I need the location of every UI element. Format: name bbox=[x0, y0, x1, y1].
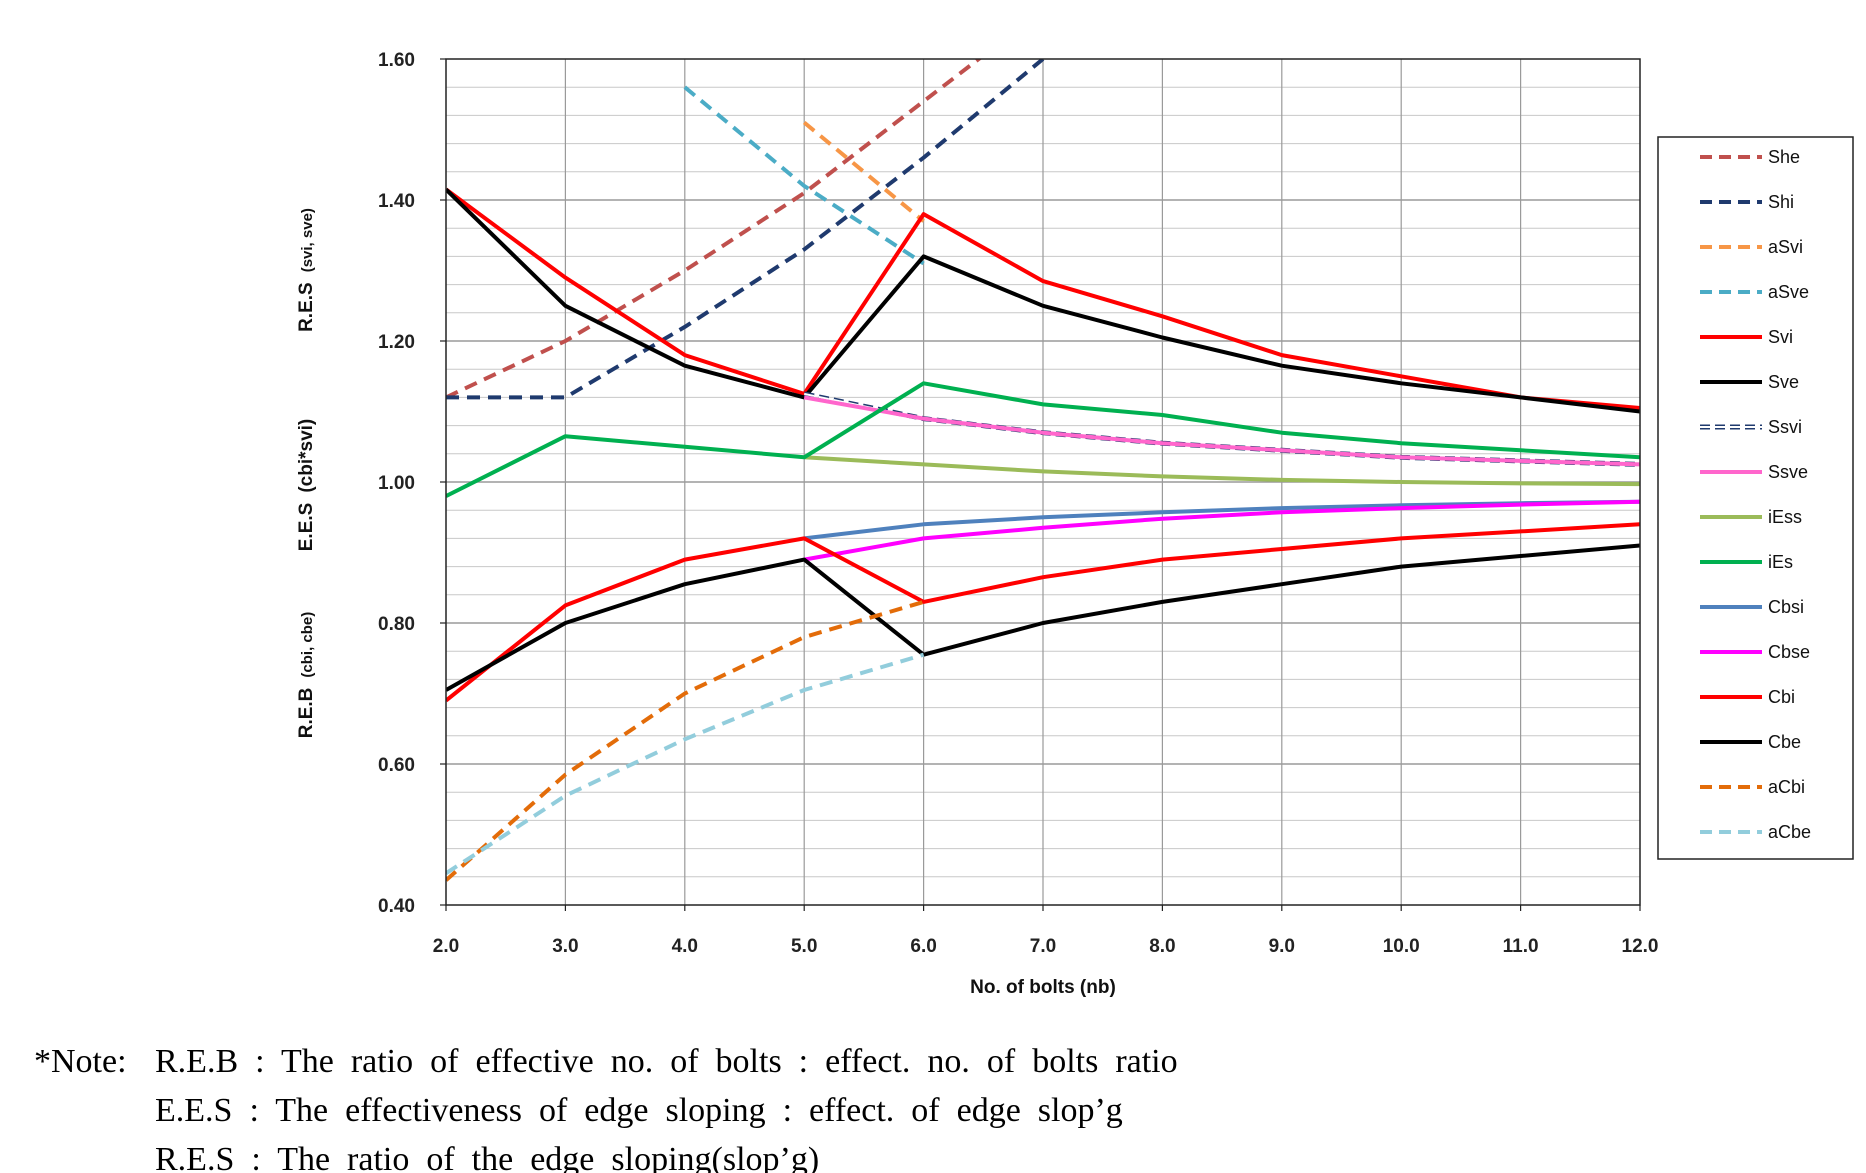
x-axis-ticks: 2.0 3.0 4.0 5.0 6.0 7.0 8.0 9.0 10.0 11.0 12.0 bbox=[433, 905, 1659, 957]
y-axis-title-reb-sub: (cbi, cbe) bbox=[299, 612, 316, 678]
note-line-ees: E.E.S : The effectiveness of edge slopin… bbox=[155, 1092, 1123, 1129]
legend-item-cbsi: Cbsi bbox=[1700, 597, 1804, 617]
svg-text:R.E.B(cbi, cbe): R.E.B (cbi, cbe) bbox=[296, 612, 317, 739]
x-tick-label: 3.0 bbox=[552, 936, 578, 957]
x-tick-label: 7.0 bbox=[1030, 936, 1056, 957]
legend-label: Cbe bbox=[1768, 732, 1801, 752]
series-line-she bbox=[446, 59, 983, 400]
legend-label: Cbi bbox=[1768, 687, 1795, 707]
legend-label: aCbe bbox=[1768, 822, 1811, 842]
x-tick-label: 8.0 bbox=[1149, 936, 1175, 957]
legend-label: Shi bbox=[1768, 192, 1794, 212]
y-axis-title-res-main: R.E.S bbox=[296, 282, 317, 332]
x-tick-label: 11.0 bbox=[1503, 936, 1539, 957]
y-tick-label: 1.60 bbox=[378, 50, 415, 71]
legend-item-asvi: aSvi bbox=[1700, 237, 1803, 257]
series-line-shi bbox=[446, 59, 1045, 400]
legend-item-asve: aSve bbox=[1700, 282, 1809, 302]
legend: She Shi aSvi aSve Svi Sve Ssvi Ssve iEss iEs Cbsi C… bbox=[1700, 147, 1811, 842]
legend-item-ies: iEs bbox=[1700, 552, 1793, 572]
legend-label: Cbse bbox=[1768, 642, 1810, 662]
plot-grid bbox=[446, 59, 1640, 905]
series-line-asvi bbox=[802, 120, 925, 223]
y-axis-title-reb: R.E.B (cbi, cbe) bbox=[296, 612, 317, 739]
series-line-cbse bbox=[803, 499, 1640, 562]
y-axis-title-ees-sub: (cbi*svi) bbox=[296, 419, 317, 493]
x-tick-label: 9.0 bbox=[1269, 936, 1295, 957]
legend-item-cbe: Cbe bbox=[1700, 732, 1801, 752]
legend-item-she: She bbox=[1700, 147, 1800, 167]
series-line-sve bbox=[446, 187, 1640, 414]
legend-item-ssvi: Ssvi bbox=[1700, 417, 1802, 437]
y-tick-label: 1.40 bbox=[378, 191, 415, 212]
note-line-reb: R.E.B : The ratio of effective no. of bo… bbox=[155, 1043, 1178, 1080]
x-tick-label: 10.0 bbox=[1383, 936, 1420, 957]
y-tick-label: 1.00 bbox=[378, 473, 415, 494]
legend-item-ssve: Ssve bbox=[1700, 462, 1808, 482]
x-tick-label: 6.0 bbox=[910, 936, 936, 957]
x-tick-label: 4.0 bbox=[672, 936, 698, 957]
series-line-cbe bbox=[446, 543, 1640, 692]
y-tick-label: 1.20 bbox=[378, 332, 415, 353]
svg-text:E.E.S(cbi*svi): E.E.S (cbi*svi) bbox=[296, 419, 317, 552]
x-tick-label: 2.0 bbox=[433, 936, 459, 957]
legend-label: Ssve bbox=[1768, 462, 1808, 482]
legend-label: iEs bbox=[1768, 552, 1793, 572]
note-prefix: *Note: bbox=[34, 1043, 127, 1080]
y-axis-title-ees: E.E.S (cbi*svi) bbox=[296, 419, 317, 552]
x-tick-label: 5.0 bbox=[791, 936, 817, 957]
y-axis-title-reb-main: R.E.B bbox=[296, 688, 317, 739]
legend-label: She bbox=[1768, 147, 1800, 167]
legend-item-shi: Shi bbox=[1700, 192, 1794, 212]
note-block: *Note: R.E.B : The ratio of effective no… bbox=[34, 1043, 1178, 1173]
legend-label: aCbi bbox=[1768, 777, 1805, 797]
y-tick-label: 0.80 bbox=[378, 614, 415, 635]
legend-item-cbse: Cbse bbox=[1700, 642, 1810, 662]
legend-item-cbi: Cbi bbox=[1700, 687, 1795, 707]
legend-item-iess: iEss bbox=[1700, 507, 1802, 527]
plot-series bbox=[446, 59, 1640, 882]
legend-label: Sve bbox=[1768, 372, 1799, 392]
legend-box bbox=[1657, 136, 1854, 860]
legend-label: Svi bbox=[1768, 327, 1793, 347]
y-tick-label: 0.40 bbox=[378, 896, 415, 917]
legend-item-sve: Sve bbox=[1700, 372, 1799, 392]
series-line-acbi bbox=[446, 599, 925, 882]
series-line-svi bbox=[446, 187, 1640, 410]
y-tick-label: 0.60 bbox=[378, 755, 415, 776]
series-line-iess bbox=[804, 455, 1640, 487]
legend-item-acbi: aCbi bbox=[1700, 777, 1805, 797]
legend-label: aSvi bbox=[1768, 237, 1803, 257]
y-axis-ticks: 0.40 0.60 0.80 1.00 1.20 1.40 1.60 bbox=[378, 50, 446, 917]
x-tick-label: 12.0 bbox=[1622, 936, 1659, 957]
y-axis-title-res-sub: (svi, sve) bbox=[299, 208, 316, 272]
series-line-cbi bbox=[446, 522, 1640, 703]
legend-item-svi: Svi bbox=[1700, 327, 1793, 347]
series-line-asve bbox=[683, 85, 925, 266]
y-axis-title-ees-main: E.E.S bbox=[296, 503, 317, 552]
y-axis-title-res: R.E.S (svi, sve) bbox=[296, 208, 317, 332]
legend-label: Cbsi bbox=[1768, 597, 1804, 617]
series-line-ies bbox=[446, 381, 1640, 498]
legend-label: iEss bbox=[1768, 507, 1802, 527]
series-line-acbe bbox=[446, 652, 925, 875]
svg-text:R.E.S(svi, sve): R.E.S (svi, sve) bbox=[296, 208, 317, 332]
x-axis-title: No. of bolts (nb) bbox=[970, 977, 1116, 998]
note-line-res: R.E.S : The ratio of the edge sloping(sl… bbox=[155, 1141, 819, 1173]
series-line-ssve bbox=[803, 395, 1640, 467]
legend-label: Ssvi bbox=[1768, 417, 1802, 437]
legend-label: aSve bbox=[1768, 282, 1809, 302]
legend-item-acbe: aCbe bbox=[1700, 822, 1811, 842]
